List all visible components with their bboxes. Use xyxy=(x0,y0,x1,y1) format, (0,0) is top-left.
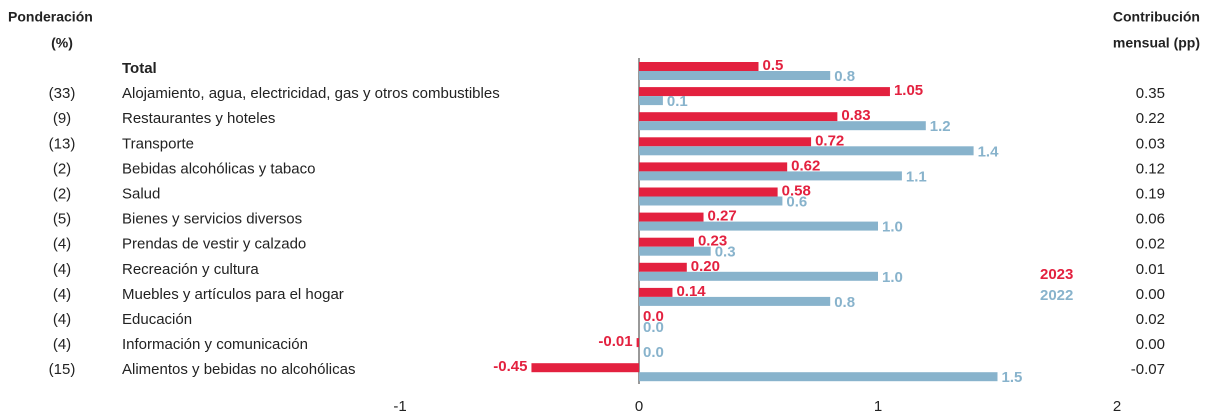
weight-label: (4) xyxy=(53,236,71,253)
value-label: 0.1 xyxy=(667,93,688,110)
value-label: 0.8 xyxy=(834,294,855,311)
contribution-label: 0.00 xyxy=(1136,336,1165,353)
bar xyxy=(639,146,974,156)
bar xyxy=(639,196,783,206)
contribution-header: Contribución xyxy=(1113,9,1200,25)
category-label: Recreación y cultura xyxy=(122,261,259,278)
contribution-label: 0.03 xyxy=(1136,135,1165,152)
bar xyxy=(639,221,878,231)
value-label: 1.2 xyxy=(930,118,951,135)
contribution-header: mensual (pp) xyxy=(1113,35,1200,51)
value-label: 1.5 xyxy=(1002,369,1023,386)
category-label: Transporte xyxy=(122,135,194,152)
contribution-label: 0.19 xyxy=(1136,185,1165,202)
value-label: -0.45 xyxy=(493,358,527,375)
value-label: 0.83 xyxy=(841,107,870,124)
contribution-label: 0.35 xyxy=(1136,85,1165,102)
category-label: Alojamiento, agua, electricidad, gas y o… xyxy=(122,85,500,102)
bar xyxy=(639,137,812,147)
bar xyxy=(639,112,838,122)
contribution-label: 0.06 xyxy=(1136,211,1165,228)
x-tick-label: 1 xyxy=(874,398,882,414)
bar xyxy=(636,338,639,348)
weight-header: (%) xyxy=(51,35,73,51)
value-label: 0.62 xyxy=(791,157,820,174)
bar xyxy=(639,87,890,97)
x-tick-label: 2 xyxy=(1113,398,1121,414)
bar xyxy=(639,212,704,222)
category-label: Total xyxy=(122,60,157,77)
weight-label: (2) xyxy=(53,160,71,177)
value-label: 0.27 xyxy=(708,208,737,225)
weight-label: (5) xyxy=(53,211,71,228)
category-label: Alimentos y bebidas no alcohólicas xyxy=(122,361,355,378)
weight-label: (13) xyxy=(49,135,76,152)
bar xyxy=(639,121,926,131)
weight-label: (4) xyxy=(53,286,71,303)
legend-label: 2023 xyxy=(1040,266,1073,283)
value-label: 1.05 xyxy=(894,82,923,99)
value-label: -0.01 xyxy=(598,333,632,350)
weight-label: (15) xyxy=(49,361,76,378)
contribution-label: 0.02 xyxy=(1136,311,1165,328)
weight-header: Ponderación xyxy=(8,9,93,25)
value-label: 0.0 xyxy=(643,344,664,361)
value-label: 0.3 xyxy=(715,244,736,261)
bar xyxy=(639,372,998,382)
value-label: 0.8 xyxy=(834,68,855,85)
category-label: Información y comunicación xyxy=(122,336,308,353)
bar xyxy=(531,363,639,373)
weight-label: (4) xyxy=(53,261,71,278)
value-label: 0.5 xyxy=(763,57,784,74)
contribution-label: 0.22 xyxy=(1136,110,1165,127)
value-label: 1.1 xyxy=(906,168,927,185)
legend-label: 2022 xyxy=(1040,287,1073,304)
category-label: Salud xyxy=(122,185,160,202)
x-tick-label: -1 xyxy=(393,398,406,414)
bar xyxy=(639,187,778,197)
weight-label: (2) xyxy=(53,185,71,202)
bar xyxy=(639,296,831,306)
contribution-label: 0.02 xyxy=(1136,236,1165,253)
contribution-label: 0.01 xyxy=(1136,261,1165,278)
weight-label: (9) xyxy=(53,110,71,127)
weight-label: (4) xyxy=(53,336,71,353)
bar xyxy=(639,271,878,281)
bar xyxy=(639,287,673,297)
value-label: 1.0 xyxy=(882,269,903,286)
contribution-label: 0.00 xyxy=(1136,286,1165,303)
value-label: 0.23 xyxy=(698,233,727,250)
bar xyxy=(639,262,687,272)
value-label: 0.14 xyxy=(676,283,706,300)
bar xyxy=(639,237,694,247)
bar xyxy=(639,96,663,106)
x-tick-label: 0 xyxy=(635,398,643,414)
contribution-label: -0.07 xyxy=(1131,361,1165,378)
value-label: 0.6 xyxy=(786,193,807,210)
value-label: 1.0 xyxy=(882,219,903,236)
weight-label: (33) xyxy=(49,85,76,102)
value-label: 0.72 xyxy=(815,132,844,149)
category-label: Prendas de vestir y calzado xyxy=(122,236,306,253)
category-label: Bebidas alcohólicas y tabaco xyxy=(122,160,315,177)
value-label: 1.4 xyxy=(978,143,1000,160)
category-label: Educación xyxy=(122,311,192,328)
weight-label: (4) xyxy=(53,311,71,328)
contribution-label: 0.12 xyxy=(1136,160,1165,177)
category-label: Restaurantes y hoteles xyxy=(122,110,275,127)
value-label: 0.0 xyxy=(643,308,664,325)
value-label: 0.58 xyxy=(782,182,811,199)
bar xyxy=(639,71,831,80)
bar xyxy=(639,246,711,256)
bar xyxy=(639,162,788,172)
category-label: Muebles y artículos para el hogar xyxy=(122,286,344,303)
value-label: 0.20 xyxy=(691,258,720,275)
bar xyxy=(639,62,759,71)
category-label: Bienes y servicios diversos xyxy=(122,211,302,228)
bar xyxy=(639,171,902,181)
value-label: 0.0 xyxy=(643,319,664,336)
